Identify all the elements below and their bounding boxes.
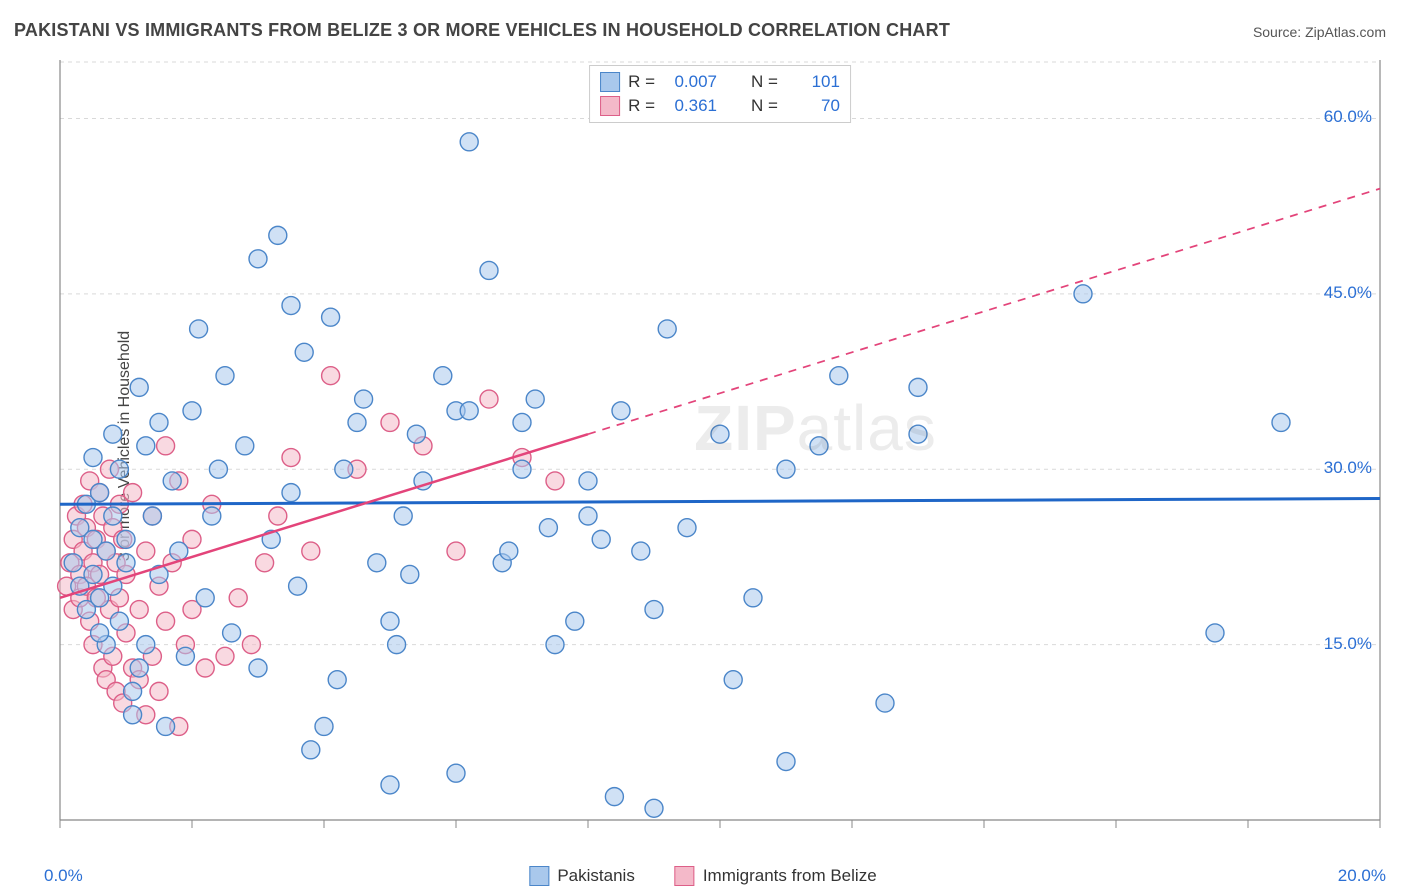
x-axis-max-label: 20.0% [1338,866,1386,886]
r-value-1: 0.007 [663,72,717,92]
source-label: Source: ZipAtlas.com [1253,24,1386,40]
stats-row-1: R = 0.007 N = 101 [600,70,840,94]
n-label: N = [751,72,778,92]
n-value-2: 70 [786,96,840,116]
x-axis-min-label: 0.0% [44,866,83,886]
legend-label-2: Immigrants from Belize [703,866,877,886]
swatch-series-2-bottom [675,866,695,886]
swatch-series-1 [600,72,620,92]
r-value-2: 0.361 [663,96,717,116]
bottom-legend: Pakistanis Immigrants from Belize [529,866,876,886]
stats-legend: R = 0.007 N = 101 R = 0.361 N = 70 [589,65,851,123]
chart-title: PAKISTANI VS IMMIGRANTS FROM BELIZE 3 OR… [14,20,950,41]
y-tick-60: 60.0% [1324,107,1372,127]
r-label: R = [628,72,655,92]
stats-row-2: R = 0.361 N = 70 [600,94,840,118]
y-tick-30: 30.0% [1324,458,1372,478]
legend-item-2: Immigrants from Belize [675,866,877,886]
y-tick-45: 45.0% [1324,283,1372,303]
swatch-series-2 [600,96,620,116]
swatch-series-1-bottom [529,866,549,886]
scatter-plot [50,60,1390,840]
n-value-1: 101 [786,72,840,92]
r-label: R = [628,96,655,116]
legend-item-1: Pakistanis [529,866,634,886]
y-tick-15: 15.0% [1324,634,1372,654]
n-label: N = [751,96,778,116]
legend-label-1: Pakistanis [557,866,634,886]
chart-area: R = 0.007 N = 101 R = 0.361 N = 70 15.0%… [50,60,1390,840]
